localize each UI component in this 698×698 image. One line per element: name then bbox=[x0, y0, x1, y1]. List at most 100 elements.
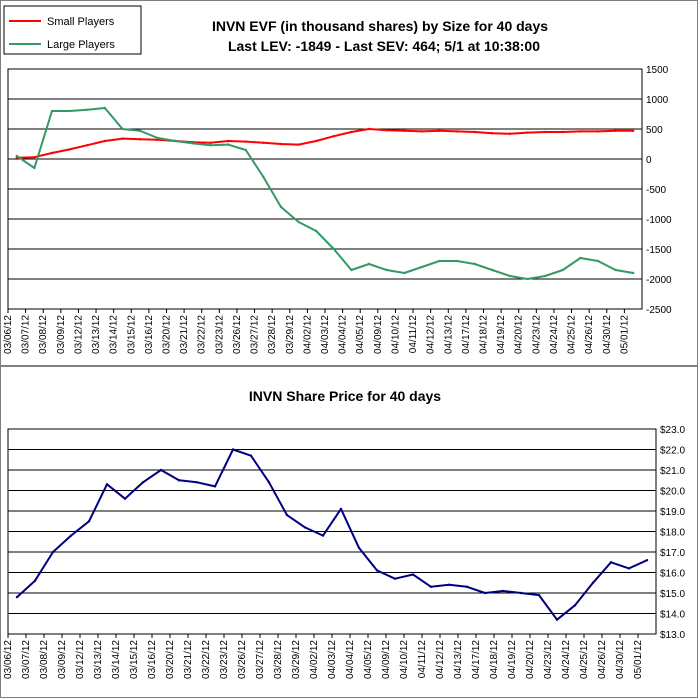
data-point bbox=[411, 573, 415, 576]
data-point bbox=[138, 129, 142, 132]
data-point bbox=[15, 154, 19, 158]
data-point bbox=[543, 274, 547, 278]
data-point bbox=[429, 585, 433, 589]
data-point bbox=[627, 567, 631, 570]
x-tick-label: 04/10/12 bbox=[399, 640, 410, 679]
x-tick-label: 04/30/12 bbox=[602, 315, 613, 354]
data-point bbox=[226, 143, 230, 146]
data-point bbox=[33, 579, 37, 582]
data-point bbox=[33, 156, 36, 159]
data-point bbox=[332, 135, 336, 138]
data-point bbox=[68, 109, 71, 113]
data-point bbox=[226, 139, 230, 143]
x-tick-label: 04/10/12 bbox=[390, 315, 401, 354]
x-tick-label: 04/12/12 bbox=[426, 315, 437, 354]
y-tick-label: $15.0 bbox=[660, 589, 685, 600]
x-tick-label: 04/24/12 bbox=[561, 640, 572, 679]
evf-chart-subtitle: Last LEV: -1849 - Last SEV: 464; 5/1 at … bbox=[228, 38, 540, 54]
data-point bbox=[645, 559, 649, 562]
data-point bbox=[543, 130, 547, 134]
x-tick-label: 03/20/12 bbox=[165, 640, 176, 679]
y-tick-label: $18.0 bbox=[660, 528, 685, 539]
data-point bbox=[105, 483, 109, 486]
data-point bbox=[87, 520, 91, 523]
data-point bbox=[209, 141, 212, 144]
x-tick-label: 04/11/12 bbox=[408, 315, 419, 354]
x-tick-label: 03/14/12 bbox=[109, 315, 120, 354]
x-tick-label: 03/08/12 bbox=[39, 640, 50, 679]
x-tick-label: 03/12/12 bbox=[73, 315, 84, 354]
x-tick-label: 04/03/12 bbox=[327, 640, 338, 679]
x-tick-label: 03/06/12 bbox=[3, 640, 14, 679]
x-tick-label: 04/13/12 bbox=[453, 640, 464, 679]
data-point bbox=[267, 481, 271, 484]
data-point bbox=[579, 130, 582, 133]
data-point bbox=[231, 448, 235, 451]
data-point bbox=[573, 604, 577, 607]
x-tick-label: 03/29/12 bbox=[285, 315, 296, 354]
evf-chart-panel: Small Players Large Players INVN EVF (in… bbox=[0, 0, 698, 366]
x-tick-label: 03/20/12 bbox=[162, 315, 173, 354]
data-point bbox=[508, 274, 512, 278]
x-tick-label: 05/01/12 bbox=[619, 315, 630, 354]
data-point bbox=[50, 109, 54, 113]
data-point bbox=[339, 507, 343, 511]
data-point bbox=[321, 534, 325, 537]
x-tick-label: 03/12/12 bbox=[75, 640, 86, 679]
x-tick-label: 04/13/12 bbox=[443, 315, 454, 354]
y-tick-label: -2000 bbox=[646, 275, 672, 286]
data-point bbox=[191, 142, 195, 145]
x-tick-label: 03/28/12 bbox=[273, 640, 284, 679]
data-point bbox=[69, 534, 73, 537]
y-tick-label: 1500 bbox=[646, 65, 669, 76]
data-point bbox=[174, 139, 177, 143]
data-point bbox=[262, 141, 265, 144]
data-point bbox=[123, 497, 127, 500]
data-point bbox=[555, 618, 559, 621]
y-tick-label: $20.0 bbox=[660, 487, 685, 498]
x-tick-label: 03/16/12 bbox=[147, 640, 158, 679]
x-tick-label: 04/02/12 bbox=[302, 315, 313, 354]
data-point bbox=[614, 268, 617, 272]
x-tick-label: 03/23/12 bbox=[214, 315, 225, 354]
data-point bbox=[33, 166, 36, 170]
legend-label-small-players: Small Players bbox=[47, 16, 115, 28]
data-point bbox=[367, 127, 371, 131]
data-point bbox=[357, 546, 361, 550]
data-point bbox=[631, 129, 635, 132]
x-tick-label: 04/24/12 bbox=[549, 315, 560, 354]
data-point bbox=[332, 247, 336, 251]
x-tick-label: 03/15/12 bbox=[126, 315, 137, 354]
x-tick-label: 04/12/12 bbox=[435, 640, 446, 679]
data-point bbox=[209, 144, 212, 147]
data-point bbox=[403, 129, 406, 132]
data-point bbox=[561, 130, 564, 134]
data-point bbox=[350, 130, 353, 134]
evf-chart-title: INVN EVF (in thousand shares) by Size fo… bbox=[212, 18, 548, 34]
x-tick-label: 04/26/12 bbox=[584, 315, 595, 354]
data-point bbox=[86, 108, 89, 112]
legend-label-large-players: Large Players bbox=[47, 39, 115, 51]
data-point bbox=[156, 136, 159, 140]
y-tick-label: $14.0 bbox=[660, 610, 685, 621]
data-point bbox=[297, 220, 300, 224]
data-point bbox=[159, 468, 163, 472]
y-tick-label: -500 bbox=[646, 185, 666, 196]
x-tick-label: 03/13/12 bbox=[91, 315, 102, 354]
x-tick-label: 04/18/12 bbox=[489, 640, 500, 679]
data-point bbox=[51, 550, 55, 554]
y-tick-label: $23.0 bbox=[660, 425, 685, 436]
x-tick-label: 05/01/12 bbox=[633, 640, 644, 679]
data-point bbox=[420, 265, 424, 269]
y-tick-label: $16.0 bbox=[660, 569, 685, 580]
x-tick-label: 04/25/12 bbox=[579, 640, 590, 679]
x-tick-label: 04/30/12 bbox=[615, 640, 626, 679]
x-tick-label: 03/14/12 bbox=[111, 640, 122, 679]
data-point bbox=[614, 129, 617, 132]
y-tick-label: 1000 bbox=[646, 95, 669, 106]
x-tick-label: 04/26/12 bbox=[597, 640, 608, 679]
data-point bbox=[473, 130, 476, 134]
data-point bbox=[385, 268, 388, 272]
x-tick-label: 04/17/12 bbox=[471, 640, 482, 679]
data-point bbox=[596, 130, 600, 133]
